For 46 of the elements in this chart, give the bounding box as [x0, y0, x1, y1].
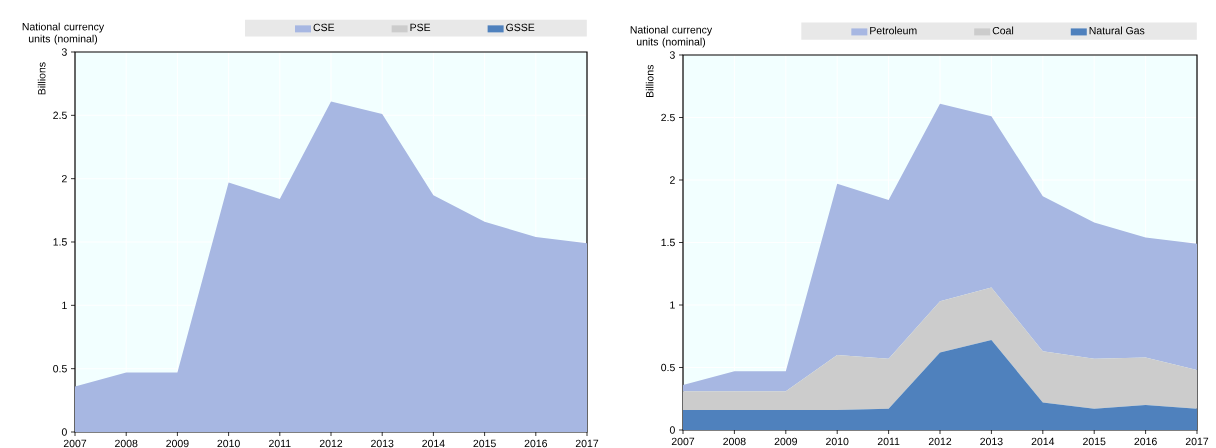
x-tick-label: 2014 [1031, 437, 1055, 446]
legend-label: GSSE [506, 23, 535, 32]
y-tick-label: 1 [62, 301, 67, 309]
x-tick-label: 2007 [63, 439, 87, 448]
x-tick-label: 2011 [877, 437, 900, 446]
x-tick-label: 2014 [422, 439, 445, 448]
y-tick-label: 1 [670, 301, 675, 309]
x-tick-label: 2013 [980, 437, 1003, 446]
x-tick-label: 2007 [671, 437, 695, 446]
x-tick-label: 2015 [1083, 437, 1106, 446]
x-tick-label: 2015 [473, 439, 496, 448]
legend-label: PSE [410, 23, 431, 32]
legend-label: Natural Gas [1089, 26, 1145, 35]
legend-label: Coal [992, 26, 1014, 35]
x-tick-label: 2011 [269, 439, 291, 448]
y-tick-label: 2 [670, 176, 675, 184]
y-tick-label: 3 [669, 51, 675, 59]
y-axis-title: Billions [37, 62, 46, 95]
legend-label: CSE [313, 23, 335, 32]
y-tick-label: 0.5 [661, 363, 675, 372]
text: National currency units (nominal) [22, 22, 105, 45]
y-tick-label: 0 [669, 426, 675, 434]
y-tick-label: 1.5 [661, 238, 675, 247]
x-tick-label: 2017 [575, 439, 599, 448]
x-tick-label: 2009 [774, 437, 797, 446]
y-tick-label: 3 [61, 48, 67, 56]
y-tick-label: 0.5 [53, 364, 67, 373]
x-tick-label: 2010 [217, 439, 240, 448]
y-axis-title: Billions [645, 65, 654, 98]
x-tick-label: 2016 [524, 439, 548, 448]
y-tick-label: 2.5 [661, 113, 675, 122]
y-tick-label: 2.5 [53, 111, 67, 120]
x-tick-label: 2008 [723, 437, 746, 446]
legend-label: Petroleum [870, 26, 917, 35]
x-tick-label: 2017 [1185, 437, 1209, 446]
x-tick-label: 2012 [928, 437, 952, 446]
x-tick-label: 2016 [1134, 437, 1157, 446]
y-tick-label: 1.5 [53, 238, 67, 246]
x-tick-label: 2013 [371, 439, 394, 448]
y-tick-label: 2 [62, 175, 67, 183]
x-tick-label: 2012 [319, 439, 343, 448]
x-tick-label: 2008 [115, 439, 138, 448]
x-tick-label: 2009 [166, 439, 189, 448]
text: National currency units (nominal) [630, 25, 713, 48]
y-tick-label: 0 [61, 428, 67, 436]
x-tick-label: 2010 [826, 437, 849, 446]
